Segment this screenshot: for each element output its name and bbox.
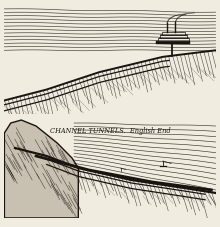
Bar (158, 38, 189, 41)
Bar (156, 41, 190, 44)
Polygon shape (4, 120, 78, 218)
Bar (162, 32, 185, 35)
Text: CHANNEL TUNNELS.  English End: CHANNEL TUNNELS. English End (50, 127, 170, 135)
Bar (160, 35, 187, 38)
